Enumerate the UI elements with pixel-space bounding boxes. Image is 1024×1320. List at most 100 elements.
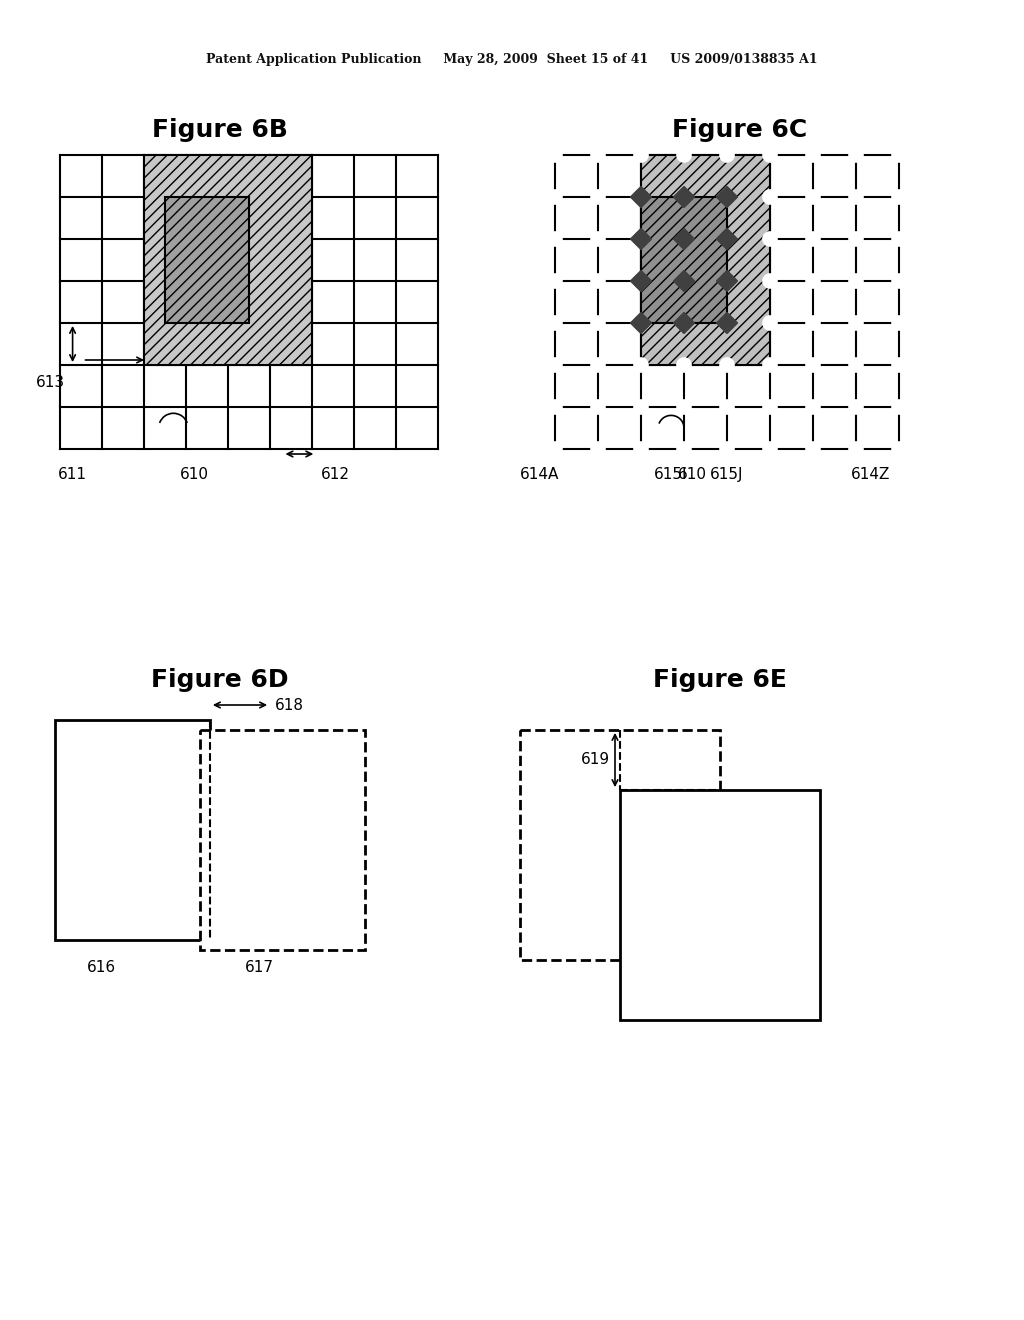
Text: 614A: 614A (520, 467, 560, 482)
Circle shape (634, 315, 648, 330)
Text: 616: 616 (87, 960, 116, 975)
Text: Patent Application Publication     May 28, 2009  Sheet 15 of 41     US 2009/0138: Patent Application Publication May 28, 2… (206, 54, 818, 66)
Circle shape (849, 275, 863, 288)
Circle shape (548, 275, 562, 288)
Bar (144, 154, 312, 366)
Text: 615J: 615J (711, 467, 743, 482)
Bar (200, 730, 365, 950)
Circle shape (763, 275, 777, 288)
Text: Figure 6B: Figure 6B (152, 117, 288, 143)
Circle shape (720, 148, 734, 162)
Circle shape (849, 190, 863, 205)
Polygon shape (674, 313, 694, 334)
Circle shape (548, 148, 562, 162)
Circle shape (548, 442, 562, 455)
Circle shape (720, 442, 734, 455)
Circle shape (806, 232, 820, 246)
Bar (620, 789, 820, 1020)
Circle shape (720, 358, 734, 372)
Circle shape (892, 232, 906, 246)
Circle shape (806, 442, 820, 455)
Circle shape (677, 442, 691, 455)
Polygon shape (717, 186, 737, 207)
Circle shape (849, 232, 863, 246)
Circle shape (634, 358, 648, 372)
Text: Figure 6C: Figure 6C (673, 117, 808, 143)
Circle shape (548, 358, 562, 372)
Circle shape (634, 232, 648, 246)
Circle shape (806, 275, 820, 288)
Bar (641, 197, 727, 323)
Circle shape (591, 442, 605, 455)
Circle shape (634, 442, 648, 455)
Bar (55, 719, 210, 940)
Circle shape (720, 315, 734, 330)
Polygon shape (631, 186, 651, 207)
Circle shape (548, 232, 562, 246)
Circle shape (591, 232, 605, 246)
Text: 615I: 615I (654, 467, 688, 482)
Circle shape (849, 315, 863, 330)
Circle shape (892, 442, 906, 455)
Circle shape (763, 148, 777, 162)
Text: Figure 6D: Figure 6D (152, 668, 289, 692)
Circle shape (849, 442, 863, 455)
Circle shape (763, 232, 777, 246)
Polygon shape (631, 271, 651, 292)
Circle shape (677, 148, 691, 162)
Circle shape (720, 190, 734, 205)
Text: 618: 618 (275, 697, 304, 713)
Circle shape (892, 190, 906, 205)
Polygon shape (674, 186, 694, 207)
Circle shape (634, 400, 648, 414)
Circle shape (806, 315, 820, 330)
Circle shape (548, 400, 562, 414)
Circle shape (892, 315, 906, 330)
Polygon shape (717, 228, 737, 249)
Circle shape (892, 275, 906, 288)
Circle shape (677, 275, 691, 288)
Circle shape (677, 358, 691, 372)
Text: 619: 619 (581, 752, 610, 767)
Circle shape (849, 358, 863, 372)
Circle shape (720, 400, 734, 414)
Circle shape (591, 358, 605, 372)
Circle shape (548, 315, 562, 330)
Text: 613: 613 (36, 375, 65, 389)
Bar (641, 154, 770, 366)
Circle shape (720, 275, 734, 288)
Circle shape (763, 400, 777, 414)
Circle shape (892, 400, 906, 414)
Circle shape (634, 275, 648, 288)
Circle shape (806, 400, 820, 414)
Bar (520, 730, 720, 960)
Polygon shape (674, 228, 694, 249)
Polygon shape (717, 313, 737, 334)
Circle shape (634, 190, 648, 205)
Polygon shape (674, 271, 694, 292)
Circle shape (591, 148, 605, 162)
Circle shape (806, 148, 820, 162)
Circle shape (677, 315, 691, 330)
Polygon shape (631, 228, 651, 249)
Text: 612: 612 (321, 467, 349, 482)
Polygon shape (717, 271, 737, 292)
Circle shape (634, 148, 648, 162)
Circle shape (806, 190, 820, 205)
Polygon shape (631, 313, 651, 334)
Circle shape (591, 275, 605, 288)
Circle shape (849, 148, 863, 162)
Circle shape (677, 400, 691, 414)
Circle shape (591, 400, 605, 414)
Text: 610: 610 (678, 467, 708, 482)
Circle shape (849, 400, 863, 414)
Circle shape (763, 315, 777, 330)
Bar (165, 197, 249, 323)
Circle shape (763, 190, 777, 205)
Circle shape (763, 442, 777, 455)
Circle shape (806, 358, 820, 372)
Text: 614Z: 614Z (851, 467, 891, 482)
Circle shape (591, 190, 605, 205)
Circle shape (892, 148, 906, 162)
Circle shape (763, 358, 777, 372)
